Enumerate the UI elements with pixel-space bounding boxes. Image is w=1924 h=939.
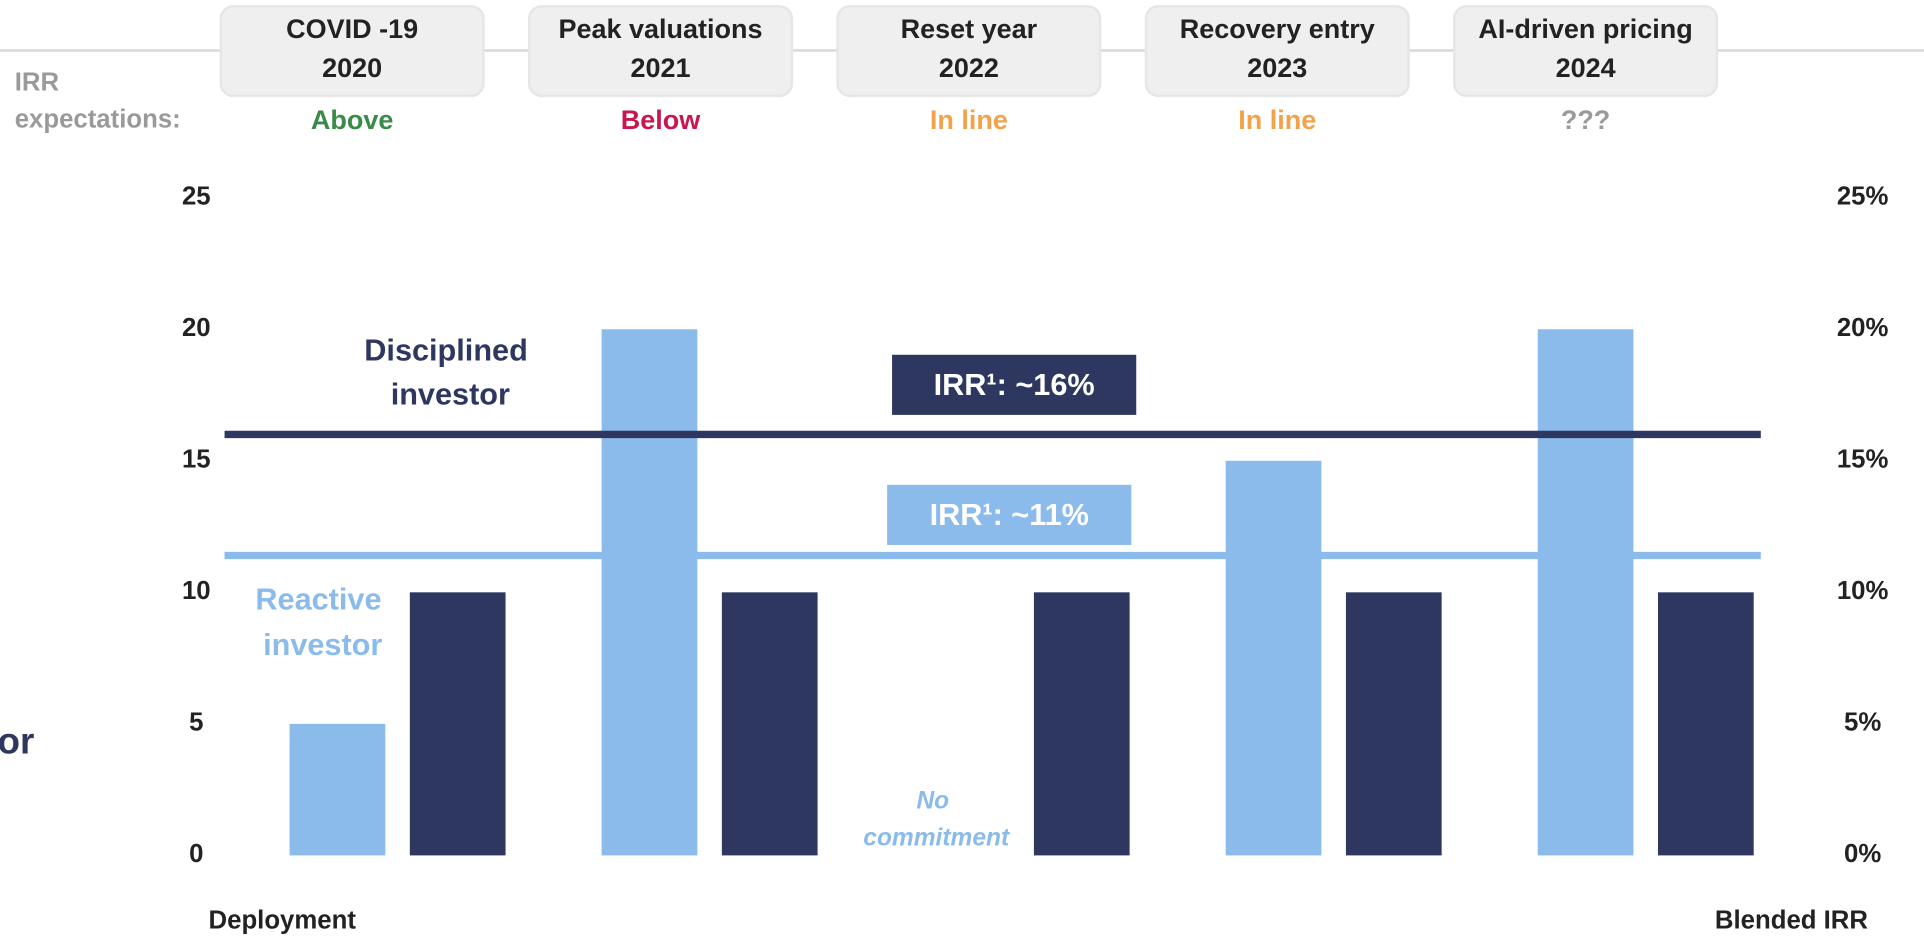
y-tick-label: 25 <box>182 183 211 211</box>
series-label: Disciplined investor <box>364 333 536 411</box>
y-tick-label: 0 <box>189 840 203 868</box>
header-year: 2023 <box>1247 53 1307 83</box>
expectation: Above <box>311 105 393 135</box>
bar <box>1657 592 1754 856</box>
y-tick-label: 5 <box>189 709 203 737</box>
bar <box>721 592 818 856</box>
y2-tick-label: 20% <box>1837 314 1889 342</box>
bar <box>1225 460 1322 856</box>
series-label: Reactive investor <box>255 583 390 662</box>
y2-tick-label: 10% <box>1837 577 1889 605</box>
expectation: In line <box>930 105 1008 135</box>
header-box <box>1453 5 1719 98</box>
header-year: 2021 <box>631 53 691 83</box>
header-box <box>219 5 485 98</box>
bar <box>1345 592 1442 856</box>
header-box <box>527 5 794 98</box>
header-year: 2024 <box>1556 53 1616 83</box>
y2-axis-label: Blended IRR <box>1715 906 1868 934</box>
y-tick-label: 10 <box>182 577 211 605</box>
bar <box>289 723 386 856</box>
header-year: 2020 <box>322 53 382 83</box>
expectation: ??? <box>1561 105 1610 135</box>
header-event: Peak valuations <box>559 14 763 44</box>
header-label: IRR expectations: <box>15 68 181 133</box>
header-event: AI-driven pricing <box>1478 14 1692 44</box>
header-year: 2022 <box>939 53 999 83</box>
irr-label: IRR¹: ~11% <box>930 498 1089 532</box>
irr-label-box <box>892 354 1137 415</box>
bar <box>409 592 506 856</box>
header-box <box>1144 5 1410 98</box>
y2-tick-label: 25% <box>1837 183 1889 211</box>
header-event: COVID -19 <box>286 14 418 44</box>
bar <box>1537 329 1634 856</box>
y-tick-label: 15 <box>182 446 211 474</box>
y2-tick-label: 5% <box>1844 709 1881 737</box>
bar <box>1033 592 1130 856</box>
cut-text: or <box>0 720 34 761</box>
irr-label-box <box>887 484 1132 545</box>
y-axis-label: Deployment <box>209 906 357 934</box>
y2-tick-label: 0% <box>1844 840 1881 868</box>
header-event: Reset year <box>901 14 1038 44</box>
irr-label: IRR¹: ~16% <box>934 368 1095 402</box>
expectation: Below <box>621 105 701 135</box>
annotation: No commitment <box>863 788 1010 852</box>
bar <box>601 329 698 856</box>
y2-tick-label: 15% <box>1837 446 1889 474</box>
header-event: Recovery entry <box>1180 14 1375 44</box>
header-box <box>836 5 1102 98</box>
y-tick-label: 20 <box>182 314 211 342</box>
expectation: In line <box>1238 105 1316 135</box>
